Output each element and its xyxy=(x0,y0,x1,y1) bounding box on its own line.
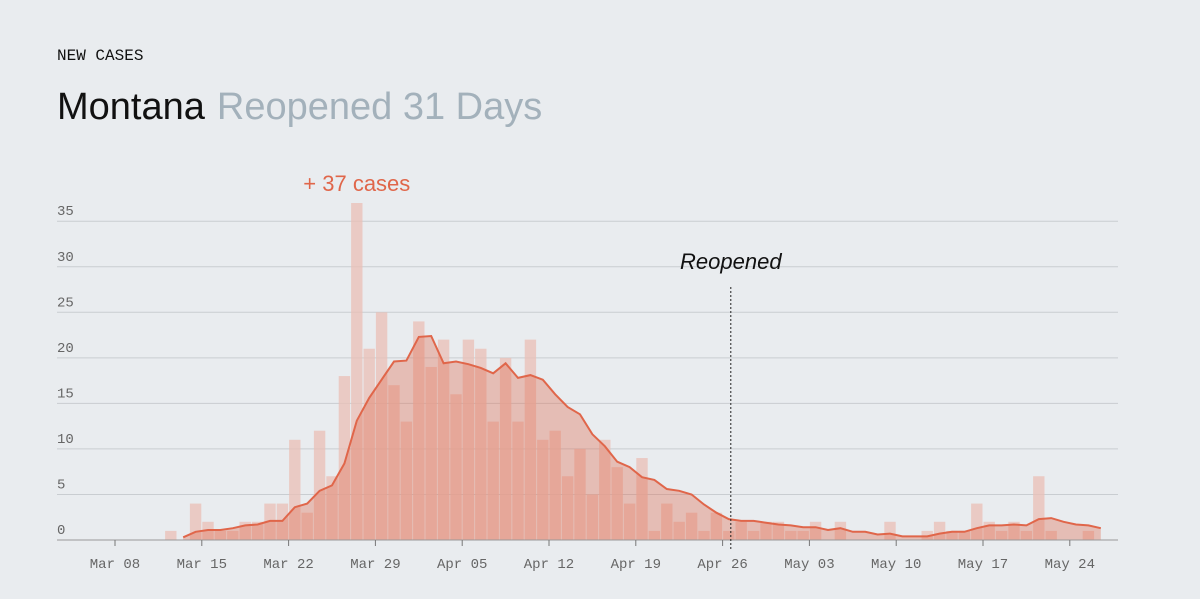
bar xyxy=(772,521,785,540)
bar xyxy=(475,348,487,540)
x-tick-label: Mar 15 xyxy=(177,557,227,573)
bar xyxy=(710,512,723,540)
y-tick-label: 25 xyxy=(57,295,74,311)
bar xyxy=(499,357,512,540)
x-tick-label: May 03 xyxy=(784,557,834,573)
y-tick-label: 30 xyxy=(57,250,74,266)
bar xyxy=(537,439,549,540)
bar xyxy=(487,421,499,540)
x-tick-label: Apr 26 xyxy=(697,557,747,573)
bar xyxy=(1033,476,1045,540)
title-line: Montana Reopened 31 Days xyxy=(57,86,542,128)
x-tick-label: Apr 05 xyxy=(437,557,487,573)
y-tick-label: 10 xyxy=(57,432,74,448)
bar xyxy=(561,476,574,540)
bar xyxy=(760,521,772,540)
bar xyxy=(313,430,326,540)
bar xyxy=(685,512,698,540)
bar xyxy=(239,521,251,540)
bar xyxy=(1008,521,1020,540)
bar xyxy=(363,348,375,540)
bar xyxy=(661,503,673,540)
bar xyxy=(326,476,338,540)
annotation-label: Reopened xyxy=(680,249,782,274)
y-tick-label: 5 xyxy=(57,477,65,493)
bar xyxy=(611,467,623,540)
x-tick-label: May 10 xyxy=(871,557,921,573)
bar xyxy=(586,494,599,540)
bar xyxy=(301,512,313,540)
bar xyxy=(251,521,264,540)
bar xyxy=(834,521,847,540)
x-tick-label: Mar 22 xyxy=(263,557,313,573)
bar xyxy=(524,339,537,540)
bar xyxy=(809,521,822,540)
x-tick-label: May 24 xyxy=(1045,557,1095,573)
bar xyxy=(1020,530,1033,540)
bar xyxy=(400,421,413,540)
bar xyxy=(735,521,747,540)
bar xyxy=(388,385,400,540)
bar xyxy=(214,530,227,540)
bar xyxy=(933,521,946,540)
area xyxy=(183,336,1101,540)
bar xyxy=(375,312,388,540)
bar xyxy=(785,530,797,540)
y-tick-label: 0 xyxy=(57,523,65,539)
bar xyxy=(983,521,995,540)
bar xyxy=(574,448,586,540)
line xyxy=(182,334,1102,539)
bar xyxy=(723,530,735,540)
bar xyxy=(338,376,351,540)
bar xyxy=(450,394,462,540)
x-tick-label: May 17 xyxy=(958,557,1008,573)
bar xyxy=(289,439,301,540)
bar xyxy=(599,439,611,540)
bar xyxy=(413,321,425,540)
x-tick-label: Apr 19 xyxy=(611,557,661,573)
bar xyxy=(1082,530,1095,540)
bar xyxy=(425,366,437,540)
x-tick-label: Mar 08 xyxy=(90,557,140,573)
y-tick-label: 15 xyxy=(57,386,74,402)
bar xyxy=(512,421,524,540)
bar xyxy=(549,430,561,540)
bar xyxy=(165,530,177,540)
chart-title: Montana xyxy=(57,86,206,128)
chart-subtitle: Reopened 31 Days xyxy=(217,86,542,128)
bar xyxy=(797,530,809,540)
bar xyxy=(995,530,1008,540)
y-tick-label: 20 xyxy=(57,341,74,357)
bar xyxy=(698,530,710,540)
bar xyxy=(462,339,475,540)
bar xyxy=(636,458,648,540)
bar xyxy=(437,339,450,540)
bar xyxy=(673,521,685,540)
bar xyxy=(227,530,239,540)
bar xyxy=(623,503,636,540)
bar xyxy=(1045,530,1057,540)
kicker: NEW CASES xyxy=(57,47,143,65)
x-tick-label: Apr 12 xyxy=(524,557,574,573)
bar xyxy=(884,521,896,540)
bar xyxy=(351,203,363,540)
bar xyxy=(958,530,971,540)
bar xyxy=(971,503,983,540)
bar xyxy=(648,530,661,540)
peak-label: + 37 cases xyxy=(303,171,410,196)
bar xyxy=(189,503,202,540)
x-tick-label: Mar 29 xyxy=(350,557,400,573)
bar xyxy=(946,530,958,540)
y-tick-label: 35 xyxy=(57,204,74,220)
bar xyxy=(747,530,760,540)
